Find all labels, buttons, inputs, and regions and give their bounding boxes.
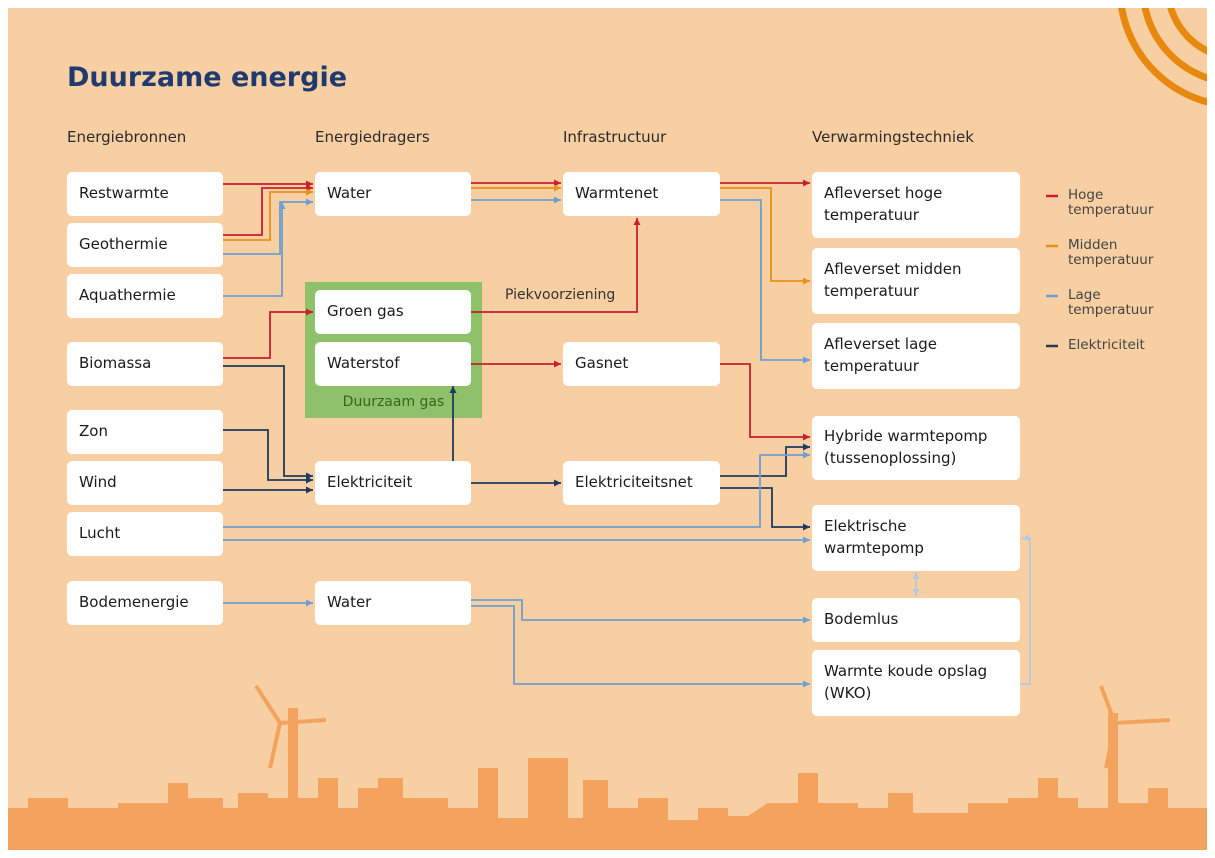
arrowhead xyxy=(913,572,920,579)
column-header: Infrastructuur xyxy=(563,128,666,146)
arrowhead xyxy=(554,480,561,487)
node: Bodemenergie xyxy=(67,581,223,625)
node: Elektriciteit xyxy=(315,461,471,505)
edge-label: Piekvoorziening xyxy=(505,287,615,303)
edge xyxy=(223,455,810,527)
node: Hybride warmtepomp (tussenoplossing) xyxy=(812,416,1020,480)
node: Warmte koude opslag (WKO) xyxy=(812,650,1020,716)
node: Restwarmte xyxy=(67,172,223,216)
arrowhead xyxy=(554,197,561,204)
node: Geothermie xyxy=(67,223,223,267)
node: Aquathermie xyxy=(67,274,223,318)
arrowhead xyxy=(803,180,810,187)
column-header: Verwarmingstechniek xyxy=(812,128,974,146)
node: Lucht xyxy=(67,512,223,556)
edge xyxy=(720,364,810,437)
page: Duurzame energie Duurzaam gas Piekvoorzi… xyxy=(0,0,1215,858)
node: Afleverset midden temperatuur xyxy=(812,248,1020,314)
node: Water xyxy=(315,172,471,216)
arrowhead xyxy=(306,487,313,494)
arrowhead xyxy=(803,537,810,544)
node: Bodemlus xyxy=(812,598,1020,642)
arrowhead xyxy=(306,199,313,206)
node: Warmtenet xyxy=(563,172,720,216)
edge xyxy=(223,188,313,235)
edge xyxy=(1020,538,1030,684)
node: Wind xyxy=(67,461,223,505)
node: Zon xyxy=(67,410,223,454)
edge xyxy=(720,447,810,476)
node: Biomassa xyxy=(67,342,223,386)
node: Elektrische warmtepomp xyxy=(812,505,1020,571)
arrowhead xyxy=(306,600,313,607)
arrowhead xyxy=(913,589,920,596)
node: Gasnet xyxy=(563,342,720,386)
node: Elektriciteitsnet xyxy=(563,461,720,505)
group-label: Duurzaam gas xyxy=(305,394,482,410)
title: Duurzame energie xyxy=(67,62,347,93)
node: Water xyxy=(315,581,471,625)
arrowhead xyxy=(803,357,810,364)
arrowhead xyxy=(634,218,641,225)
node: Groen gas xyxy=(315,290,471,334)
arrowhead xyxy=(306,309,313,316)
arrowhead xyxy=(803,617,810,624)
arrowhead xyxy=(803,444,810,451)
arrowhead xyxy=(554,185,561,192)
legend-label: Lage temperatuur xyxy=(1068,288,1178,318)
arrowhead xyxy=(803,452,810,459)
edge xyxy=(720,200,810,360)
legend-label: Elektriciteit xyxy=(1068,338,1178,353)
arrowhead xyxy=(803,524,810,531)
column-header: Energiedragers xyxy=(315,128,430,146)
edge xyxy=(223,192,313,240)
legend-label: Hoge temperatuur xyxy=(1068,188,1178,218)
edge xyxy=(223,202,313,254)
arrowhead xyxy=(450,386,457,393)
edge xyxy=(471,600,810,620)
column-header: Energiebronnen xyxy=(67,128,186,146)
edge xyxy=(223,430,313,480)
edge xyxy=(223,312,313,358)
arrowhead xyxy=(803,434,810,441)
edge xyxy=(223,202,282,296)
arrowhead xyxy=(554,361,561,368)
arrowhead xyxy=(803,278,810,285)
arrowhead xyxy=(1022,535,1029,542)
node: Afleverset lage temperatuur xyxy=(812,323,1020,389)
node: Afleverset hoge temperatuur xyxy=(812,172,1020,238)
legend-label: Midden temperatuur xyxy=(1068,238,1178,268)
arrowhead xyxy=(803,681,810,688)
edge xyxy=(720,488,810,527)
edge xyxy=(720,188,810,281)
node: Waterstof xyxy=(315,342,471,386)
diagram: Duurzame energie Duurzaam gas Piekvoorzi… xyxy=(8,8,1207,850)
